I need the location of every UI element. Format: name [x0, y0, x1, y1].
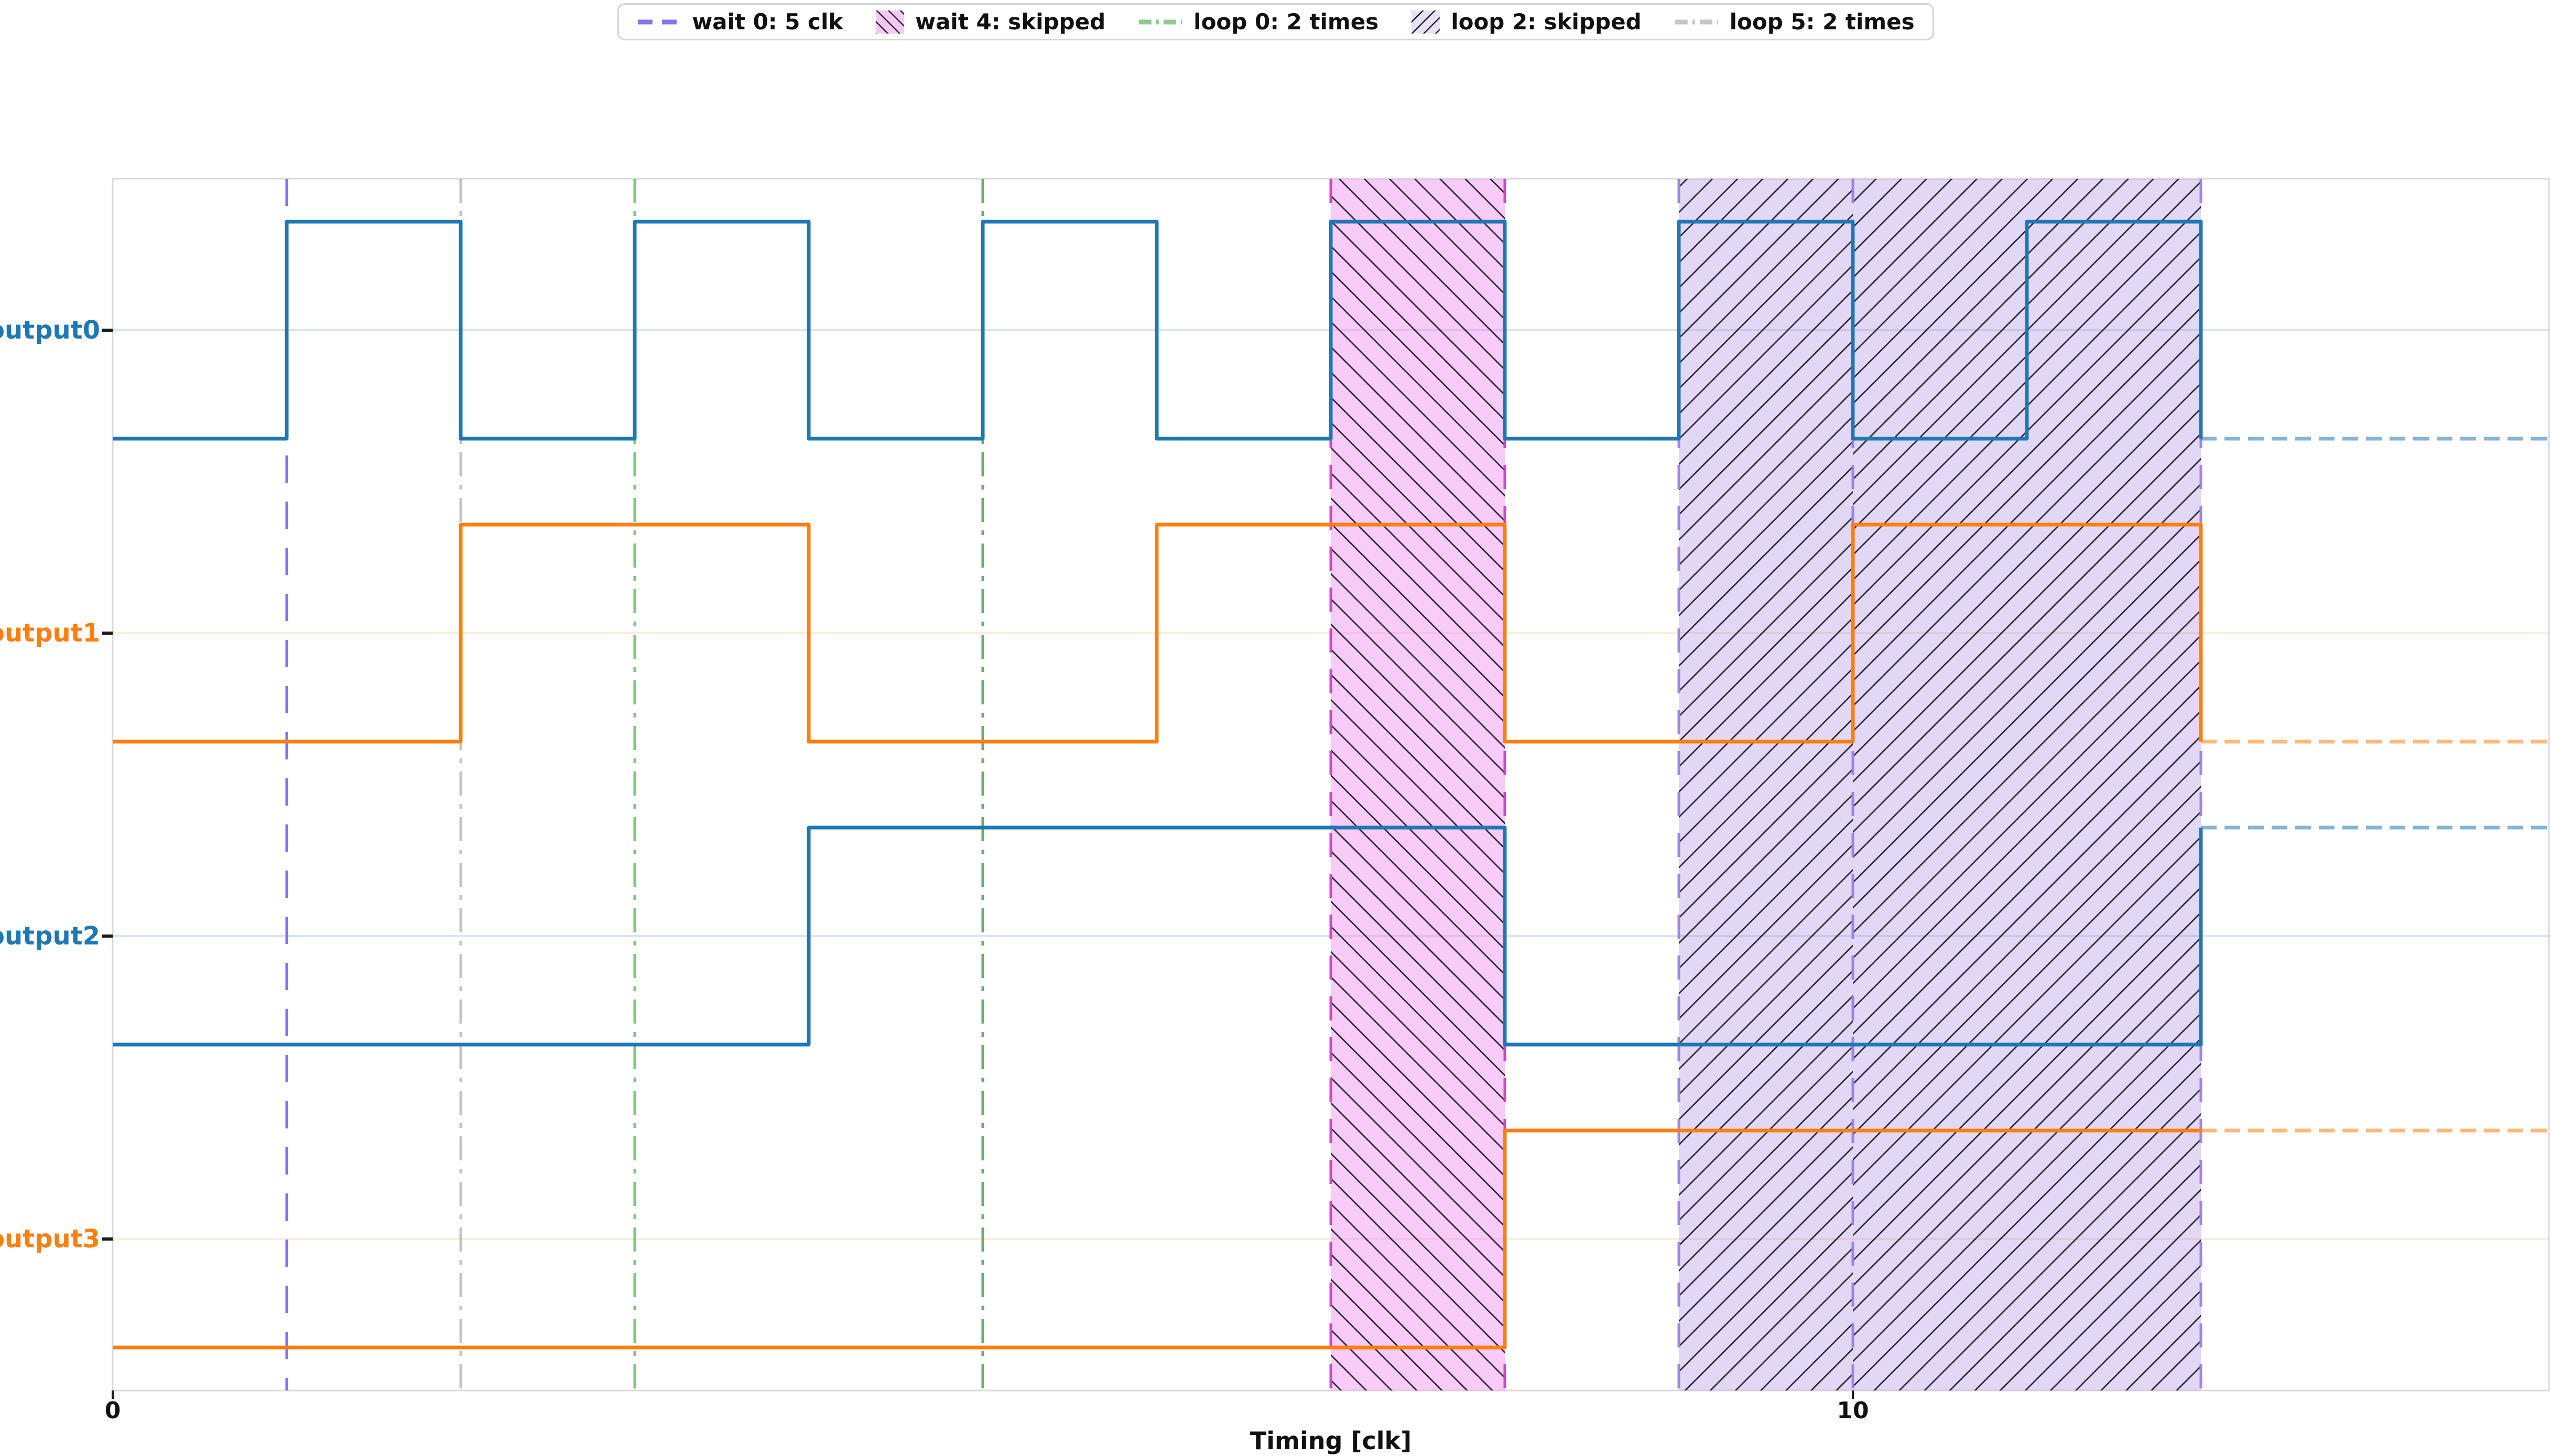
waveform-output2	[113, 825, 2203, 1047]
x-axis-title: Timing [clk]	[1250, 1427, 1412, 1455]
waveform-output0	[113, 220, 2203, 441]
legend-label: loop 2: skipped	[1451, 9, 1642, 35]
ytick-label-output0: output0	[0, 316, 100, 345]
legend-item: wait 4: skipped	[875, 9, 1105, 35]
legend-item: loop 5: 2 times	[1674, 9, 1915, 35]
xtick-label-10: 10	[1837, 1397, 1869, 1424]
legend-item: wait 0: 5 clk	[636, 9, 843, 35]
waveform-output3	[113, 1128, 2201, 1350]
legend-hatch-patch-icon	[876, 10, 905, 34]
legend-label: loop 5: 2 times	[1729, 9, 1915, 35]
skip-region-hatch	[1679, 179, 1853, 1390]
legend-label: wait 4: skipped	[915, 9, 1106, 35]
legend: wait 0: 5 clk wait 4: skipped loop 0: 2 …	[617, 3, 1934, 40]
legend-item: loop 2: skipped	[1411, 9, 1642, 35]
legend-dashed-line-icon	[637, 19, 681, 24]
waveform-output1	[113, 523, 2203, 744]
legend-label: wait 0: 5 clk	[692, 9, 843, 35]
legend-dashdot-line-icon	[1675, 19, 1718, 24]
skip-region-hatch	[1331, 179, 1505, 1390]
ytick-label-output2: output2	[0, 921, 100, 951]
ytick-label-output3: output3	[0, 1224, 100, 1254]
legend-label: loop 0: 2 times	[1193, 9, 1379, 35]
legend-item: loop 0: 2 times	[1138, 9, 1378, 35]
legend-dashdot-line-icon	[1139, 19, 1182, 24]
xtick-label-0: 0	[104, 1397, 121, 1424]
ytick-label-output1: output1	[0, 618, 100, 648]
legend-hatch-patch-icon	[1412, 10, 1440, 34]
